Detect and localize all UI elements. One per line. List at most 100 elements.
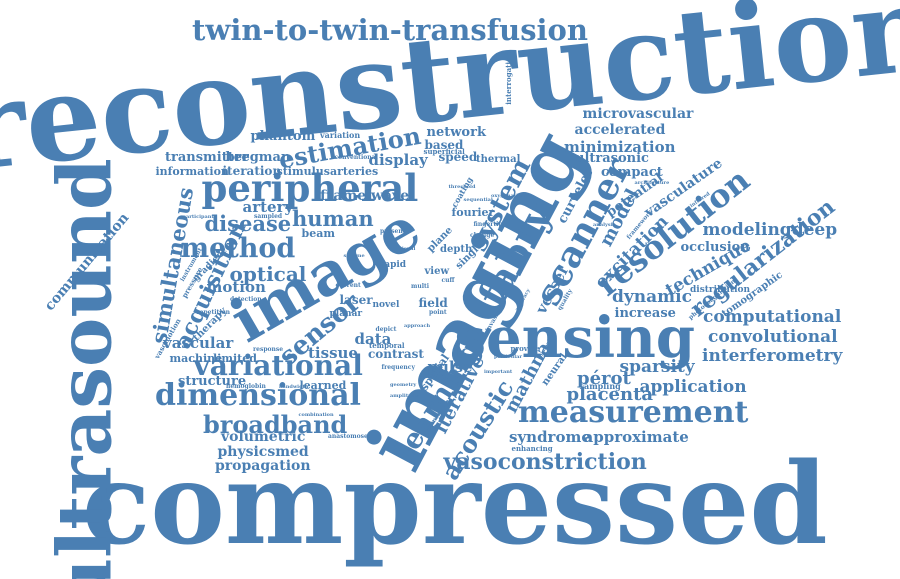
word-thermal: thermal: [476, 154, 521, 165]
word-artery: artery: [242, 197, 294, 216]
word-twin-to-twin-transfusion: twin-to-twin-transfusion: [192, 12, 588, 47]
word-dynamic: dynamic: [612, 286, 692, 307]
word-cuff: cuff: [441, 277, 455, 284]
word-particular: particular: [494, 353, 523, 360]
word-sensing: sensing: [454, 305, 696, 371]
word-minimization: minimization: [564, 137, 676, 156]
word-propagation: propagation: [215, 458, 311, 474]
word-ultrasonic: ultrasonic: [575, 150, 649, 166]
word-detection: detection: [230, 296, 262, 303]
word-conventional: conventional: [334, 154, 378, 161]
word-view: view: [424, 266, 450, 277]
word-threshold: threshold: [448, 183, 476, 190]
word-sampled: sampled: [254, 213, 283, 220]
word-variation: variation: [320, 130, 361, 140]
word-phantom: phantom: [250, 128, 316, 144]
word-beam: beam: [301, 226, 335, 240]
word-present: present: [380, 228, 406, 235]
word-tissue: tissue: [308, 343, 358, 362]
word-machine: machine: [169, 351, 223, 365]
word-interferometry: interferometry: [702, 345, 843, 366]
word-disease: disease: [204, 210, 292, 236]
word-sparsity: sparsity: [619, 356, 695, 377]
word-human: human: [292, 205, 374, 231]
word-wave: wave: [371, 188, 410, 204]
word-based: based: [424, 138, 464, 152]
word-compact: compact: [601, 164, 663, 180]
word-geometry: geometry: [390, 381, 417, 388]
word-frame: frame: [320, 188, 367, 204]
word-approach: approach: [404, 322, 431, 329]
word-volumetric: volumetric: [221, 429, 306, 445]
word-rapid: rapid: [379, 259, 407, 270]
word-repetition: repetition: [196, 309, 230, 316]
word-architecture: architecture: [634, 179, 670, 186]
word-measurement: measurement: [518, 395, 749, 430]
word-convolutional: convolutional: [708, 326, 838, 347]
word-vascular: vascular: [163, 333, 234, 352]
word-variational: variational: [193, 349, 363, 382]
word-enhancing: enhancing: [511, 443, 553, 453]
word-information: information: [155, 164, 229, 178]
word-important: important: [484, 368, 513, 375]
word-compressed: compressed: [82, 439, 828, 570]
word-temporal: temporal: [369, 340, 405, 350]
word-depict: depict: [375, 326, 397, 333]
word-increase: increase: [614, 305, 676, 321]
word-sampling: sampling: [579, 381, 621, 391]
word-coating: coating: [449, 174, 475, 210]
word-scheme: scheme: [343, 252, 365, 259]
word-contrast: contrast: [368, 347, 424, 361]
word-optical: optical: [229, 262, 307, 286]
word-transmitter: transmitter: [165, 149, 249, 165]
word-microvascular: microvascular: [582, 106, 694, 122]
word-dimensional: dimensional: [155, 378, 361, 413]
word-analysis: analysis: [593, 221, 616, 228]
word-planar: planar: [329, 308, 363, 319]
word-provide: provide: [510, 343, 540, 353]
word-syndrome: syndrome: [509, 427, 591, 446]
word-combination: combination: [298, 411, 334, 418]
word-anastomose: anastomose: [328, 433, 368, 440]
word-approximate: approximate: [583, 427, 689, 446]
word-amplitude: amplitude: [390, 392, 419, 399]
word-computational: computational: [703, 306, 842, 327]
word-speed: speed: [438, 150, 478, 164]
word-method: method: [180, 232, 296, 264]
word-interrogation: interrogation: [503, 51, 513, 105]
word-occlusion: occlusion: [680, 239, 750, 255]
word-vasoconstriction: vasoconstriction: [443, 449, 647, 475]
word-participant: participant: [182, 213, 214, 220]
word-display: display: [368, 150, 428, 169]
word-placenta: placenta: [566, 384, 654, 405]
word-network: network: [426, 124, 486, 140]
word-bandwidth: bandwidth: [279, 383, 309, 390]
word-depth: depth: [440, 244, 473, 255]
word-point: point: [429, 309, 447, 316]
word-novel: novel: [372, 299, 400, 310]
word-pulse: pulse: [427, 357, 473, 376]
word-fingertip: fingertip: [473, 221, 503, 228]
word-physicsmed: physicsmed: [217, 444, 309, 460]
word-multi: multi: [411, 283, 430, 290]
word-visual: visual: [399, 245, 416, 252]
word-modelingdeep: modelingdeep: [702, 219, 838, 240]
word-bregman: bregman: [225, 149, 291, 165]
word-hemoglobin: hemoglobin: [226, 383, 266, 390]
word-frequency: frequency: [381, 364, 415, 371]
word-learned: learned: [299, 378, 347, 392]
word-limited: limited: [213, 351, 257, 365]
word-stimulus: stimulus: [276, 164, 330, 178]
word-field: field: [418, 296, 448, 310]
word-arteries: arteries: [330, 164, 379, 178]
word-superficial: superficial: [423, 146, 465, 156]
word-current: current: [335, 282, 361, 289]
word-peripheral: peripheral: [201, 165, 419, 210]
word-data: data: [354, 329, 392, 348]
word-fourier: fourier: [451, 205, 495, 219]
word-accelerated: accelerated: [574, 122, 666, 138]
word-change: change: [470, 232, 495, 239]
word-motion: motion: [206, 277, 266, 296]
word-iteration: iteration: [222, 164, 282, 178]
